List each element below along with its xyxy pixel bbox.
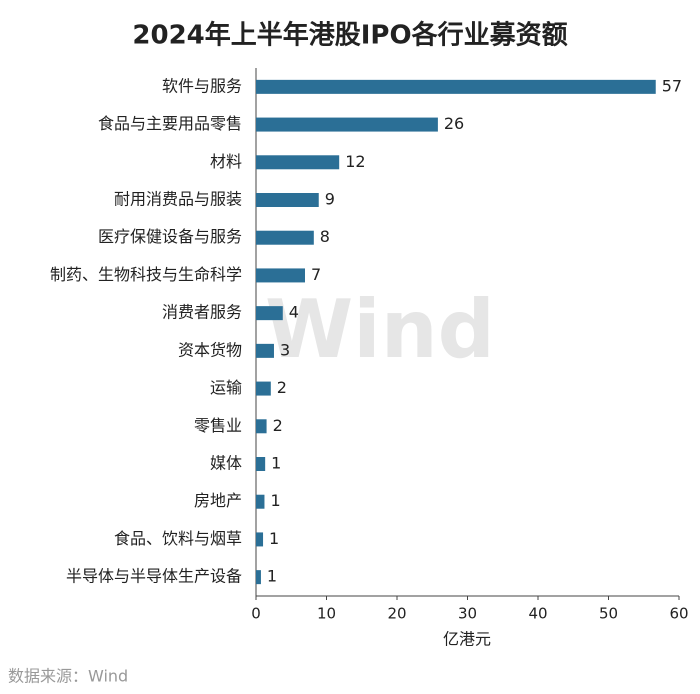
bar: [256, 230, 314, 245]
y-tick-label: 房地产: [194, 491, 242, 510]
bar: [256, 117, 438, 132]
value-label: 1: [269, 529, 279, 548]
bar: [256, 381, 271, 396]
value-label: 4: [289, 303, 299, 322]
value-label: 1: [270, 491, 280, 510]
value-label: 12: [345, 152, 365, 171]
x-tick-label: 0: [251, 605, 261, 623]
y-tick-label: 材料: [210, 152, 242, 171]
value-label: 1: [267, 567, 277, 586]
bar: [256, 193, 319, 207]
y-tick-label: 耐用消费品与服装: [114, 190, 242, 209]
value-label: 2: [273, 416, 283, 435]
y-tick-label: 半导体与半导体生产设备: [66, 567, 242, 586]
x-tick-label: 10: [317, 605, 336, 623]
value-label: 26: [444, 114, 464, 133]
y-tick-label: 运输: [210, 378, 242, 397]
chart-title: 2024年上半年港股IPO各行业募资额: [132, 20, 567, 51]
value-label: 9: [325, 190, 335, 209]
y-tick-label: 食品与主要用品零售: [98, 114, 242, 133]
y-tick-label: 零售业: [194, 416, 242, 435]
bar: [256, 343, 274, 358]
x-tick-label: 50: [599, 605, 618, 623]
y-tick-label: 食品、饮料与烟草: [114, 529, 242, 548]
bar: [256, 419, 267, 434]
value-label: 3: [280, 340, 290, 359]
y-tick-label: 软件与服务: [162, 76, 242, 95]
x-tick-label: 40: [528, 605, 547, 623]
y-tick-label: 资本货物: [178, 340, 242, 359]
value-label: 2: [277, 378, 287, 397]
y-tick-label: 消费者服务: [162, 303, 242, 322]
value-label: 8: [320, 227, 330, 246]
watermark: Wind: [265, 283, 495, 376]
x-axis-label: 亿港元: [443, 630, 491, 649]
y-tick-label: 制药、生物科技与生命科学: [50, 265, 242, 284]
bar: [256, 268, 305, 283]
bar: [256, 457, 266, 471]
x-tick-label: 60: [669, 605, 688, 623]
value-label: 1: [271, 454, 281, 473]
bar: [256, 570, 261, 585]
x-tick-label: 20: [387, 605, 406, 623]
value-label: 57: [662, 76, 682, 95]
bar: [256, 494, 265, 509]
x-tick-label: 30: [458, 605, 477, 623]
y-tick-label: 医疗保健设备与服务: [98, 227, 242, 246]
bar: [256, 306, 283, 321]
bar: [256, 79, 656, 94]
bar: [256, 532, 264, 547]
value-label: 7: [311, 265, 321, 284]
source: 数据来源：Wind: [8, 667, 128, 686]
y-tick-label: 媒体: [210, 454, 242, 473]
bar: [256, 155, 340, 170]
